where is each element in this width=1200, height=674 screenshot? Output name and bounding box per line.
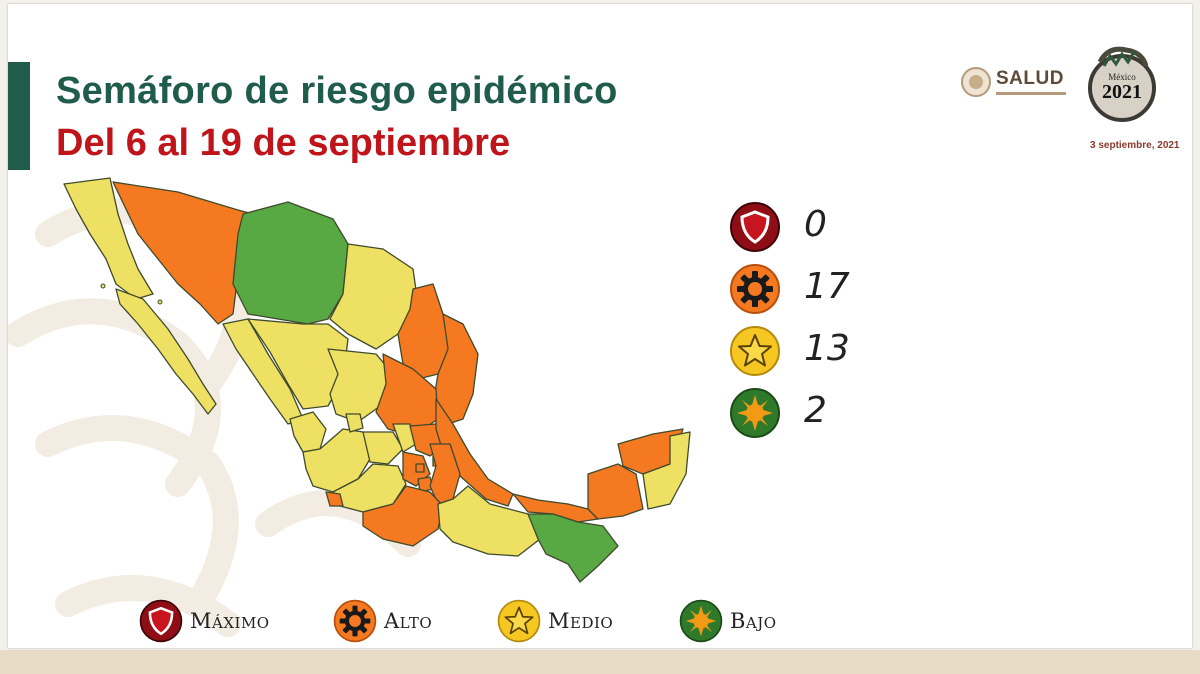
slide-title: Semáforo de riesgo epidémico bbox=[56, 70, 618, 112]
state-campeche bbox=[587, 463, 644, 520]
state-chihuahua bbox=[232, 201, 349, 325]
state-baja-california-sur bbox=[115, 288, 217, 415]
star-icon bbox=[497, 599, 541, 643]
state-guanajuato bbox=[362, 431, 404, 465]
state-colima bbox=[325, 491, 344, 507]
state-coahuila bbox=[329, 243, 419, 350]
count-row-medio: 13 bbox=[728, 324, 928, 376]
salud-emblem-icon bbox=[961, 67, 991, 97]
state-sonora bbox=[112, 181, 254, 325]
count-value-medio: 13 bbox=[804, 328, 850, 369]
count-value-alto: 17 bbox=[804, 266, 850, 307]
island-guadalupe bbox=[157, 299, 163, 305]
gear-icon bbox=[333, 599, 377, 643]
legend-label-alto: Alto bbox=[384, 609, 433, 633]
salud-logo-underline bbox=[996, 92, 1066, 95]
shield-icon bbox=[139, 599, 183, 643]
island-tiburon bbox=[100, 283, 106, 289]
legend-label-bajo: Bajo bbox=[730, 609, 777, 633]
legend-label-maximo: Máximo bbox=[190, 609, 270, 633]
state-nayarit bbox=[289, 411, 327, 453]
bottom-decorative-band bbox=[0, 650, 1200, 674]
state-aguascalientes bbox=[345, 413, 364, 433]
state-jalisco bbox=[302, 428, 374, 493]
map-legend: Máximo Alto Medio bbox=[138, 598, 838, 644]
mexico-2021-logo: México 2021 bbox=[1088, 46, 1156, 122]
state-quintana-roo bbox=[642, 431, 691, 510]
legend-label-medio: Medio bbox=[548, 609, 614, 633]
state-michoacan bbox=[332, 463, 407, 513]
count-value-bajo: 2 bbox=[804, 390, 827, 431]
sun-icon bbox=[679, 599, 723, 643]
gear-icon bbox=[730, 264, 780, 314]
state-nuevo-leon bbox=[397, 283, 451, 380]
shield-icon bbox=[730, 202, 780, 252]
slide: Semáforo de riesgo epidémico Del 6 al 19… bbox=[8, 4, 1192, 648]
slide-subtitle: Del 6 al 19 de septiembre bbox=[56, 122, 511, 164]
mexico-risk-map bbox=[63, 177, 691, 583]
logo-small-text: México bbox=[1108, 72, 1136, 82]
state-baja-california bbox=[63, 177, 154, 300]
report-date: 3 septiembre, 2021 bbox=[1090, 140, 1180, 151]
state-chiapas bbox=[527, 513, 619, 583]
salud-logo: SALUD bbox=[960, 64, 1072, 102]
salud-logo-text: SALUD bbox=[996, 68, 1064, 89]
sun-icon bbox=[730, 388, 780, 438]
title-accent-bar bbox=[8, 62, 30, 170]
count-row-bajo: 2 bbox=[728, 386, 928, 438]
state-tamaulipas bbox=[432, 313, 479, 425]
count-row-alto: 17 bbox=[728, 262, 928, 314]
star-icon bbox=[730, 326, 780, 376]
logo-year-text: 2021 bbox=[1102, 81, 1142, 103]
count-row-maximo: 0 bbox=[728, 200, 928, 252]
count-value-maximo: 0 bbox=[804, 204, 827, 245]
state-cdmx bbox=[415, 463, 425, 473]
